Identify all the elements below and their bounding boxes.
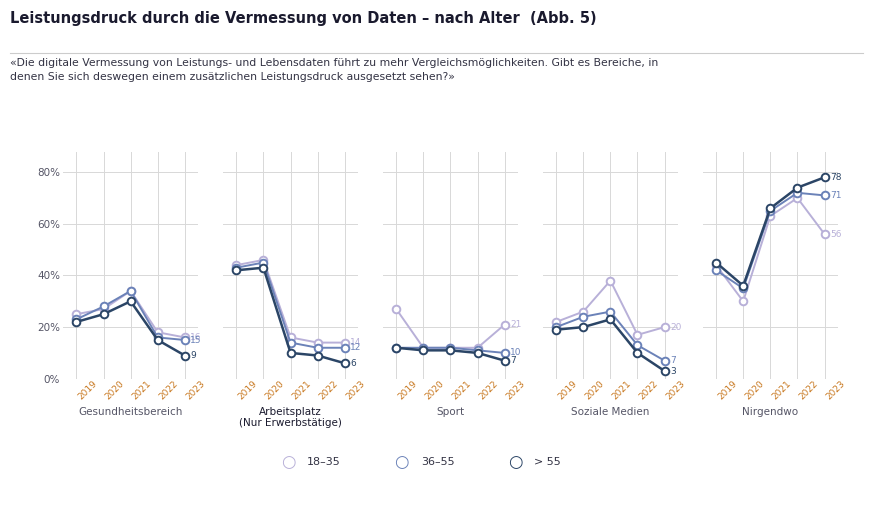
Text: ○: ○ [281, 453, 295, 471]
X-axis label: Gesundheitsbereich: Gesundheitsbereich [79, 407, 182, 417]
Text: > 55: > 55 [534, 457, 561, 467]
X-axis label: Nirgendwo: Nirgendwo [742, 407, 799, 417]
X-axis label: Soziale Medien: Soziale Medien [571, 407, 650, 417]
Text: 12: 12 [350, 343, 361, 352]
Text: Leistungsdruck durch die Vermessung von Daten – nach Alter  (Abb. 5): Leistungsdruck durch die Vermessung von … [10, 11, 597, 26]
Text: 9: 9 [190, 351, 196, 360]
Text: 71: 71 [830, 191, 842, 200]
Text: 21: 21 [510, 320, 521, 329]
Text: 6: 6 [350, 359, 356, 368]
Text: 18–35: 18–35 [307, 457, 341, 467]
Text: 7: 7 [670, 356, 676, 365]
Text: «Die digitale Vermessung von Leistungs- und Lebensdaten führt zu mehr Vergleichs: «Die digitale Vermessung von Leistungs- … [10, 58, 659, 82]
Text: 78: 78 [830, 173, 842, 182]
Text: 10: 10 [510, 348, 522, 358]
Text: ○: ○ [508, 453, 522, 471]
Text: 14: 14 [350, 338, 361, 347]
X-axis label: Sport: Sport [436, 407, 464, 417]
Text: 16: 16 [190, 333, 202, 342]
Text: 3: 3 [670, 367, 676, 376]
Text: ○: ○ [395, 453, 409, 471]
X-axis label: Arbeitsplatz
(Nur Erwerbstätige): Arbeitsplatz (Nur Erwerbstätige) [239, 407, 342, 428]
Text: 36–55: 36–55 [421, 457, 455, 467]
Text: 15: 15 [190, 335, 202, 344]
Text: 7: 7 [510, 356, 516, 365]
Text: 56: 56 [830, 230, 842, 239]
Text: 20: 20 [670, 323, 682, 332]
